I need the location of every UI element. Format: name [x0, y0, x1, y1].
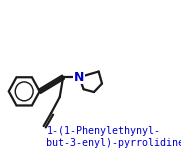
Text: 1-(1-Phenylethynyl-
but-3-enyl)-pyrrolidine: 1-(1-Phenylethynyl- but-3-enyl)-pyrrolid…: [46, 126, 181, 149]
Text: N: N: [74, 71, 84, 84]
